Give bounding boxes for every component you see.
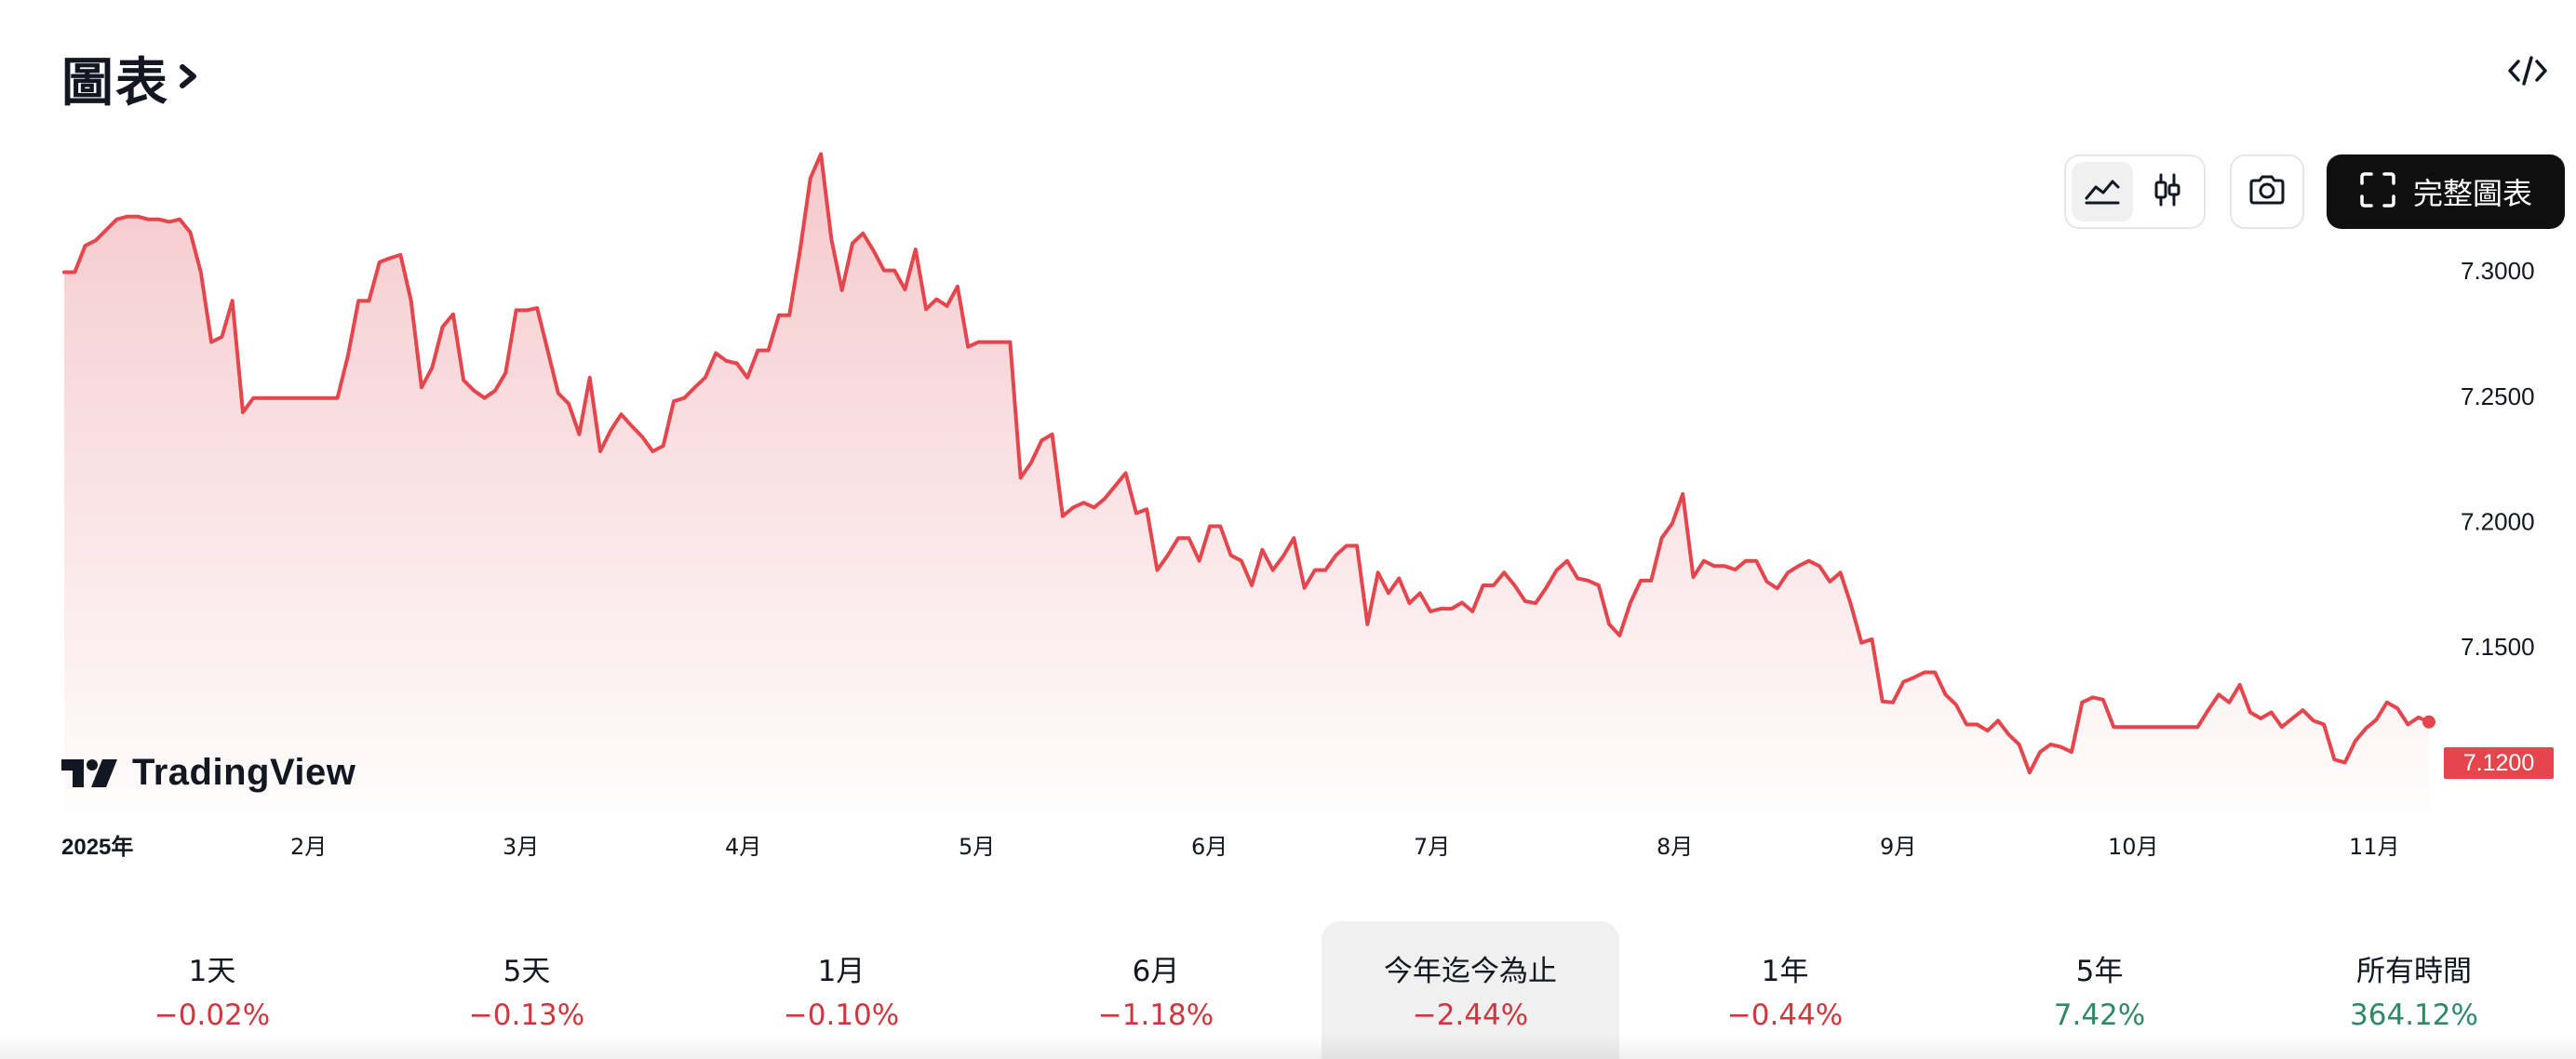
period-tab[interactable]: 5年 7.42% [1951,921,2248,1059]
x-tick-label: 2月 [290,834,327,860]
full-chart-label: 完整圖表 [2412,176,2532,211]
period-tab[interactable]: 1月 −0.10% [692,921,990,1059]
period-change: −0.02% [154,999,271,1032]
period-label: 1天 [188,955,236,988]
chart-title-link[interactable]: 圖表 [61,41,201,116]
x-tick-label: 2025年 [61,834,133,860]
x-tick-label: 4月 [725,834,761,860]
last-price-badge: 7.1200 [2444,747,2554,779]
period-change: 364.12% [2350,999,2478,1032]
page-title: 圖表 [61,53,169,114]
chart-type-toggle [2064,154,2206,229]
candlestick-icon [2152,172,2183,212]
embed-code-button[interactable] [2503,48,2552,97]
x-tick-label: 6月 [1191,834,1228,860]
period-change: 7.42% [2053,999,2146,1032]
x-tick-label: 9月 [1880,834,1916,860]
tradingview-logo: TradingView [61,752,356,794]
candles-chart-button[interactable] [2137,162,2198,221]
snapshot-button[interactable] [2230,154,2304,229]
area-chart-button[interactable] [2072,162,2133,221]
period-tab[interactable]: 5天 −0.13% [378,921,676,1059]
x-tick-label: 8月 [1657,834,1693,860]
price-chart[interactable]: 7.1500 7.2000 7.2500 7.3000 2025年 2月 3月 4月 5月 6月… [0,0,2576,893]
code-icon [2507,54,2548,92]
period-tab[interactable]: 1天 −0.02% [63,921,361,1059]
x-tick-label: 10月 [2108,834,2159,860]
last-price-dot [2422,715,2435,729]
period-label: 所有時間 [2356,955,2472,988]
period-change: −0.10% [783,999,900,1032]
period-label: 5年 [2075,955,2124,988]
period-change: −0.44% [1726,999,1844,1032]
period-label: 5天 [503,955,551,988]
y-tick-label: 7.2500 [2461,382,2535,410]
period-tab[interactable]: 今年迄今為止 −2.44% [1322,921,1619,1059]
x-tick-label: 3月 [503,834,539,860]
full-chart-button[interactable]: 完整圖表 [2327,154,2565,229]
period-tab[interactable]: 所有時間 364.12% [2265,921,2563,1059]
period-selector: 1天 −0.02% 5天 −0.13% 1月 −0.10% 6月 −1.18% 今年迄今為止 −2… [0,921,2576,1059]
y-tick-label: 7.2000 [2461,507,2535,535]
tradingview-logo-text: TradingView [132,752,356,793]
tradingview-logo-icon [61,758,117,787]
area-chart-icon [2084,174,2121,210]
y-tick-label: 7.1500 [2461,633,2535,661]
x-tick-label: 5月 [959,834,995,860]
x-tick-label: 7月 [1414,834,1450,860]
x-tick-label: 11月 [2349,834,2400,860]
price-line [62,152,2431,775]
period-change: −2.44% [1412,999,1529,1032]
period-change: −0.13% [468,999,585,1032]
fullscreen-icon [2359,171,2396,213]
chevron-right-icon [177,58,201,100]
y-axis: 7.1500 7.2000 7.2500 7.3000 [2461,257,2535,661]
period-label: 1月 [817,955,865,988]
camera-icon [2247,174,2287,210]
x-axis: 2025年 2月 3月 4月 5月 6月 7月 8月 9月 10月 11月 [61,834,2400,860]
price-area-fill [64,154,2429,811]
y-tick-label: 7.3000 [2461,257,2535,285]
period-label: 6月 [1132,955,1180,988]
period-tab[interactable]: 6月 −1.18% [1007,921,1305,1059]
period-change: −1.18% [1097,999,1214,1032]
period-tab[interactable]: 1年 −0.44% [1636,921,1934,1059]
period-label: 今年迄今為止 [1384,955,1557,988]
period-label: 1年 [1761,955,1809,988]
